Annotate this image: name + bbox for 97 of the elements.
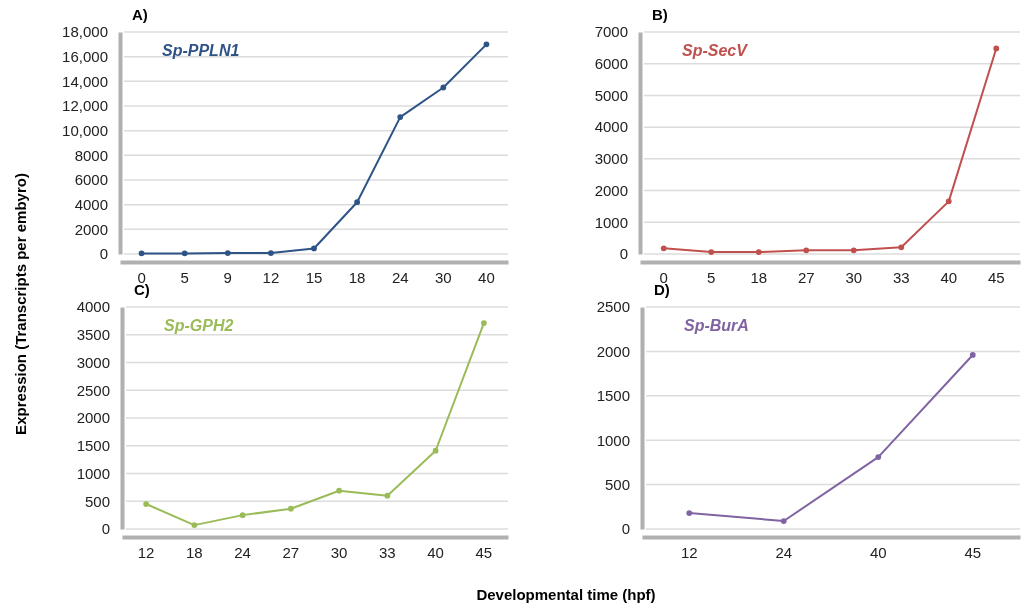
y-tick-label: 5000 — [594, 86, 628, 104]
point — [708, 249, 715, 255]
y-tick-label: 0 — [101, 520, 110, 538]
point — [432, 447, 439, 454]
y-tick-label: 2000 — [76, 409, 110, 427]
point — [143, 501, 149, 507]
x-tick-label: 27 — [282, 543, 300, 561]
y-tick-label: 18,000 — [62, 23, 108, 41]
x-tick-label: 30 — [330, 543, 348, 561]
y-tick-label: 0 — [621, 520, 630, 538]
point — [481, 320, 487, 326]
x-tick-label: 12 — [680, 543, 698, 561]
y-tick-label: 500 — [604, 475, 630, 493]
point — [384, 492, 391, 499]
y-tick-label: 1500 — [76, 437, 110, 455]
y-tick-label: 2500 — [76, 381, 110, 399]
y-tick-label: 2000 — [74, 220, 108, 238]
point — [850, 247, 857, 254]
point — [239, 512, 246, 518]
y-tick-label: 2000 — [596, 342, 630, 360]
x-tick-label: 30 — [434, 268, 452, 286]
x-tick-label: 40 — [869, 543, 887, 561]
x-tick-label: 24 — [775, 543, 793, 561]
y-tick-label: 2000 — [594, 181, 628, 199]
y-tick-label: 1000 — [594, 213, 628, 231]
point — [440, 84, 447, 91]
text: Sp-BurA — [684, 317, 749, 334]
x-tick-label: 33 — [892, 268, 910, 286]
y-tick-label: 6000 — [74, 171, 108, 189]
point — [898, 244, 905, 251]
x-tick-label: 18 — [186, 543, 203, 561]
x-tick-label: 18 — [348, 268, 366, 286]
x-tick-label: 40 — [427, 543, 444, 561]
point — [803, 247, 810, 254]
y-tick-label: 3000 — [76, 353, 110, 371]
point — [755, 249, 762, 255]
point — [686, 510, 693, 516]
y-tick-label: 3500 — [76, 326, 110, 344]
chart-title: B) — [652, 6, 668, 23]
point — [311, 245, 317, 252]
y-tick-label: 2500 — [596, 298, 630, 316]
y-tick-label: 3000 — [594, 150, 628, 168]
point — [397, 114, 404, 120]
point — [181, 250, 188, 257]
x-tick-label: 30 — [845, 268, 863, 286]
y-tick-label: 4000 — [594, 118, 628, 136]
point — [993, 45, 1000, 52]
x-tick-label: 15 — [305, 268, 323, 286]
y-tick-label: 500 — [84, 492, 110, 510]
y-tick-label: 14,000 — [62, 72, 108, 90]
point — [660, 245, 667, 252]
y-tick-label: 12,000 — [62, 97, 108, 115]
y-tick-label: 4000 — [76, 298, 110, 316]
y-tick-label: 16,000 — [62, 47, 108, 65]
point — [483, 41, 490, 48]
point — [336, 487, 342, 494]
point — [268, 250, 274, 256]
point — [191, 522, 198, 528]
x-tick-label: 18 — [750, 268, 768, 286]
point — [138, 250, 145, 257]
x-tick-label: 5 — [180, 268, 189, 286]
point — [945, 198, 952, 205]
point — [224, 250, 231, 256]
x-tick-label: 12 — [262, 268, 280, 286]
y-tick-label: 1000 — [596, 431, 630, 449]
x-tick-label: 5 — [707, 268, 716, 286]
y-tick-label: 4000 — [74, 195, 108, 213]
y-tick-label: 7000 — [594, 23, 628, 41]
y-tick-label: 8000 — [74, 146, 108, 164]
x-tick-label: 40 — [940, 268, 958, 286]
text: Sp-PPLN1 — [162, 42, 240, 59]
x-tick-label: 45 — [475, 543, 493, 561]
x-tick-label: 45 — [964, 543, 982, 561]
x-tick-label: 33 — [379, 543, 396, 561]
y-tick-label: 1000 — [76, 464, 110, 482]
x-tick-label: 45 — [987, 268, 1005, 286]
x-tick-label: 9 — [223, 268, 232, 286]
y-tick-label: 6000 — [594, 55, 628, 73]
x-tick-label: 24 — [391, 268, 409, 286]
point — [969, 352, 976, 358]
x-tick-label: 27 — [797, 268, 815, 286]
y-axis-title: Expression (Transcripts per embyro) — [12, 173, 29, 435]
point — [354, 199, 360, 206]
point — [780, 518, 787, 524]
x-tick-label: 12 — [137, 543, 155, 561]
x-tick-label: 40 — [478, 268, 495, 286]
x-tick-label: 24 — [234, 543, 251, 561]
y-tick-label: 1500 — [596, 387, 630, 405]
point — [875, 454, 882, 460]
x-axis-title: Developmental time (hpf) — [476, 586, 656, 603]
point — [288, 505, 294, 512]
text: Sp-SecV — [682, 42, 749, 59]
y-tick-label: 10,000 — [62, 121, 108, 139]
y-tick-label: 0 — [619, 245, 628, 263]
chart-title: A) — [132, 6, 148, 23]
text: Sp-GPH2 — [164, 317, 234, 334]
y-tick-label: 0 — [99, 245, 108, 263]
